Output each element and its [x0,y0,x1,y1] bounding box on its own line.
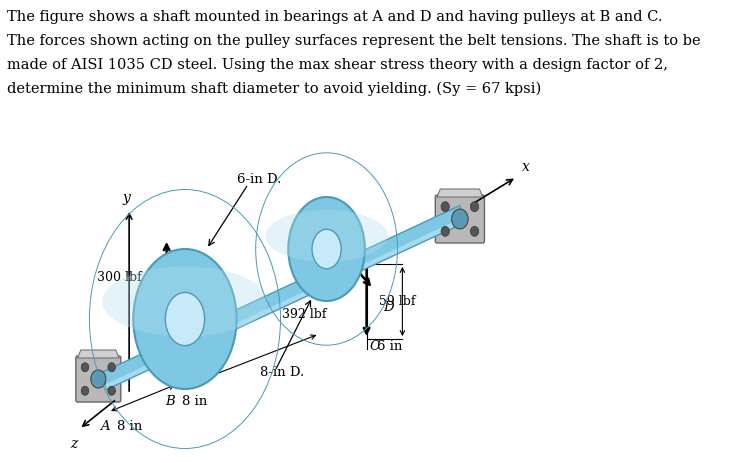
Text: 300 lbf: 300 lbf [97,271,142,284]
Text: C: C [369,339,379,352]
Text: D: D [383,301,394,314]
Ellipse shape [166,293,204,346]
Text: x: x [522,160,530,174]
Polygon shape [106,218,465,389]
Circle shape [470,227,478,237]
Polygon shape [102,206,465,389]
Ellipse shape [312,230,341,269]
Ellipse shape [103,267,267,337]
Circle shape [470,202,478,212]
Text: made of AISI 1035 CD steel. Using the max shear stress theory with a design fact: made of AISI 1035 CD steel. Using the ma… [7,58,668,72]
Circle shape [452,210,468,229]
FancyBboxPatch shape [76,356,121,402]
Circle shape [108,363,115,372]
Text: 6 in: 6 in [377,339,402,352]
Text: The forces shown acting on the pulley surfaces represent the belt tensions. The : The forces shown acting on the pulley su… [7,34,701,48]
Polygon shape [437,189,483,198]
Text: The figure shows a shaft mounted in bearings at A and D and having pulleys at B : The figure shows a shaft mounted in bear… [7,10,662,24]
Circle shape [441,227,450,237]
Circle shape [441,202,450,212]
Text: 50 lbf: 50 lbf [195,341,232,354]
Text: A: A [100,419,110,432]
Text: z: z [70,436,77,450]
Text: determine the minimum shaft diameter to avoid yielding. (Sy = 67 kpsi): determine the minimum shaft diameter to … [7,82,541,96]
Circle shape [91,370,106,388]
Text: y: y [123,191,131,205]
Text: 392 lbf: 392 lbf [282,308,327,321]
Circle shape [81,363,88,372]
Text: B: B [165,394,175,407]
Polygon shape [77,350,119,358]
Text: 8-in D.: 8-in D. [260,365,304,378]
Text: 8 in: 8 in [117,419,142,432]
FancyBboxPatch shape [435,195,484,244]
Ellipse shape [288,198,365,301]
Text: 59 lbf: 59 lbf [379,294,415,307]
Text: 6-in D.: 6-in D. [238,173,282,186]
Ellipse shape [133,250,236,389]
Text: 8 in: 8 in [181,394,207,407]
Circle shape [81,387,88,395]
Ellipse shape [265,211,388,263]
Circle shape [108,387,115,395]
